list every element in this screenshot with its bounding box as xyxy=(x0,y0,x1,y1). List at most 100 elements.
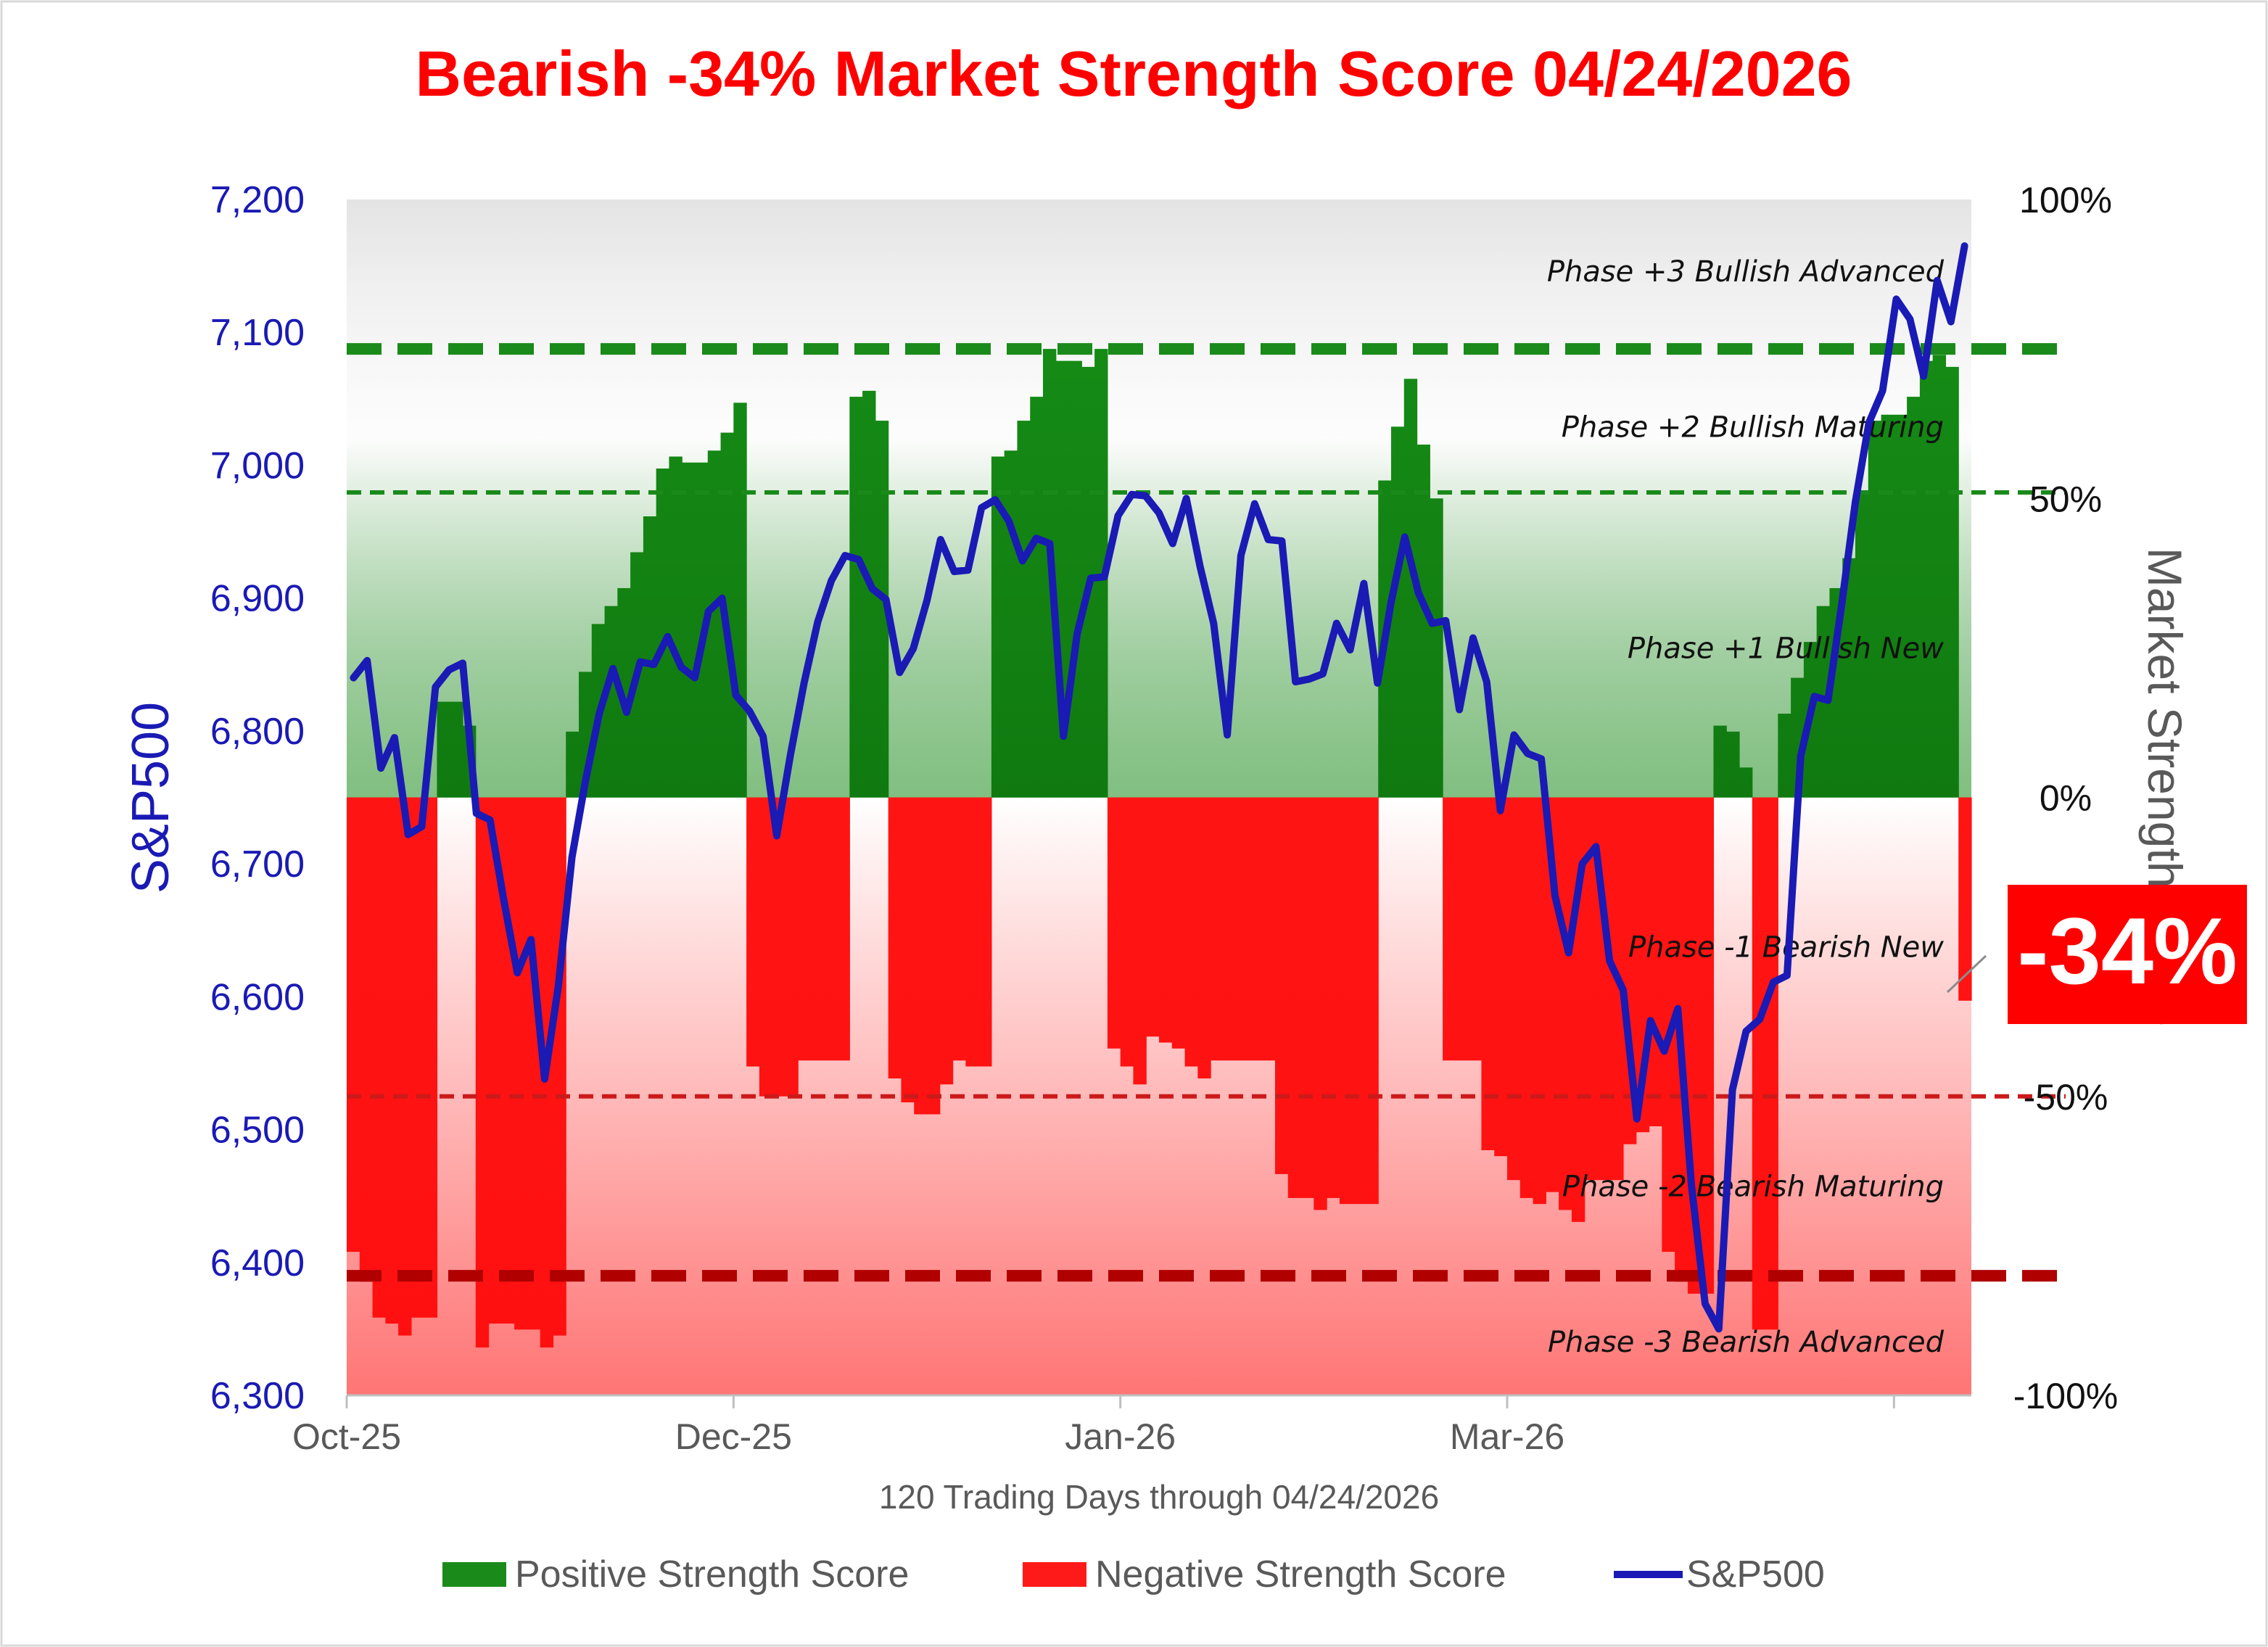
negative-bar xyxy=(488,797,502,1324)
positive-bar xyxy=(1430,498,1443,798)
negative-bar xyxy=(385,797,399,1324)
x-axis-title: 120 Trading Days through 04/24/2026 xyxy=(879,1478,1439,1516)
negative-bar xyxy=(978,797,992,1067)
positive-bar xyxy=(669,456,683,798)
negative-bar xyxy=(1223,797,1237,1061)
negative-bar xyxy=(1249,797,1263,1061)
left-tick-label: 6,400 xyxy=(210,1242,305,1284)
right-axis-ticks: -100% -50% 0% 50% 100% xyxy=(2013,180,2119,1416)
legend-label: Positive Strength Score xyxy=(515,1553,909,1596)
right-tick-label: 0% xyxy=(2040,778,2092,819)
legend-swatch xyxy=(1023,1562,1086,1587)
positive-bar xyxy=(1017,421,1031,798)
x-axis-ticks: Oct-25 Dec-25 Jan-26 Mar-26 xyxy=(292,1395,1895,1457)
positive-bar xyxy=(1403,379,1418,798)
negative-bar xyxy=(914,797,928,1115)
negative-bar xyxy=(1468,797,1483,1061)
negative-bar xyxy=(1443,797,1456,1061)
positive-bar xyxy=(1094,349,1108,798)
negative-bar xyxy=(1365,797,1379,1205)
positive-bar xyxy=(1391,426,1405,798)
negative-bar xyxy=(785,797,799,1097)
phase-lines xyxy=(347,343,2066,1282)
negative-bar xyxy=(1507,797,1521,1181)
negative-bar xyxy=(1275,797,1289,1174)
legend-label: S&P500 xyxy=(1686,1553,1825,1596)
left-tick-label: 7,100 xyxy=(210,312,305,354)
negative-bar xyxy=(811,797,825,1061)
negative-bar xyxy=(1133,797,1147,1085)
negative-bar xyxy=(1171,797,1186,1049)
negative-bar xyxy=(514,797,528,1330)
positive-bar xyxy=(1907,397,1921,798)
negative-bar xyxy=(1958,797,1972,1001)
negative-bar xyxy=(1120,797,1134,1067)
right-tick-label: -50% xyxy=(2024,1077,2108,1118)
legend-swatch xyxy=(442,1562,506,1587)
left-axis-title: S&P500 xyxy=(122,702,180,893)
phase-label: Phase +1 Bullish New xyxy=(1628,632,1944,665)
negative-bar xyxy=(1159,797,1173,1043)
x-tick-label: Jan-26 xyxy=(1065,1416,1176,1457)
negative-bar xyxy=(1765,797,1778,1330)
positive-bar xyxy=(1919,360,1934,798)
negative-bar xyxy=(1455,797,1469,1061)
positive-bar xyxy=(991,456,1005,798)
chart-title: Bearish -34% Market Strength Score 04/24… xyxy=(416,38,1852,110)
negative-bar xyxy=(398,797,412,1336)
positive-bar xyxy=(1778,714,1791,798)
positive-bar xyxy=(875,421,889,798)
positive-bar xyxy=(566,731,580,798)
right-tick-label: 50% xyxy=(2029,479,2102,519)
negative-bar xyxy=(1352,797,1366,1205)
negative-bar xyxy=(347,797,360,1252)
negative-bar xyxy=(952,797,966,1061)
negative-bar xyxy=(475,797,490,1348)
positive-bar xyxy=(1713,725,1727,798)
negative-bar xyxy=(1184,797,1198,1067)
positive-bar xyxy=(1881,414,1894,798)
negative-bar xyxy=(965,797,979,1067)
negative-bar xyxy=(527,797,541,1330)
positive-bar xyxy=(437,701,450,798)
negative-bar xyxy=(1610,797,1624,1181)
negative-bar xyxy=(1300,797,1314,1198)
phase-labels: Phase +3 Bullish Advanced Phase +2 Bullis… xyxy=(1547,255,1945,1359)
negative-bar xyxy=(888,797,902,1079)
current-score-label: -34% xyxy=(2017,898,2237,1004)
positive-bar xyxy=(450,701,463,798)
negative-bar xyxy=(1197,797,1211,1079)
negative-bar xyxy=(823,797,838,1061)
left-tick-label: 6,700 xyxy=(210,843,305,886)
legend: Positive Strength Score Negative Strength… xyxy=(442,1553,1825,1596)
positive-bar xyxy=(643,516,657,798)
negative-bar xyxy=(1314,797,1327,1210)
left-tick-label: 6,500 xyxy=(210,1110,305,1152)
positive-bar xyxy=(733,403,747,798)
left-tick-label: 6,600 xyxy=(210,976,305,1018)
negative-bar xyxy=(927,797,941,1115)
negative-bar xyxy=(1236,797,1250,1061)
positive-bar xyxy=(1868,421,1882,798)
current-score-callout xyxy=(2008,885,2247,1024)
negative-bar xyxy=(901,797,915,1102)
negative-bar xyxy=(372,797,386,1318)
positive-bar xyxy=(707,450,722,798)
positive-bar xyxy=(1739,767,1753,798)
negative-bar xyxy=(1494,797,1508,1157)
negative-bar xyxy=(1481,797,1495,1150)
positive-bar xyxy=(682,462,696,798)
right-tick-label: 100% xyxy=(2019,180,2112,220)
left-tick-label: 6,900 xyxy=(210,578,305,620)
positive-bar xyxy=(1068,360,1082,798)
negative-bar xyxy=(939,797,954,1085)
negative-bar xyxy=(1662,797,1675,1252)
positive-bar xyxy=(604,606,618,798)
negative-bar xyxy=(1533,797,1546,1205)
left-tick-label: 7,200 xyxy=(210,179,305,221)
negative-bar xyxy=(1107,797,1121,1049)
phase-label: Phase -3 Bearish Advanced xyxy=(1548,1326,1945,1359)
negative-bar xyxy=(1559,797,1572,1210)
sp500-line xyxy=(350,242,1968,1333)
phase-label: Phase -2 Bearish Maturing xyxy=(1562,1170,1944,1203)
